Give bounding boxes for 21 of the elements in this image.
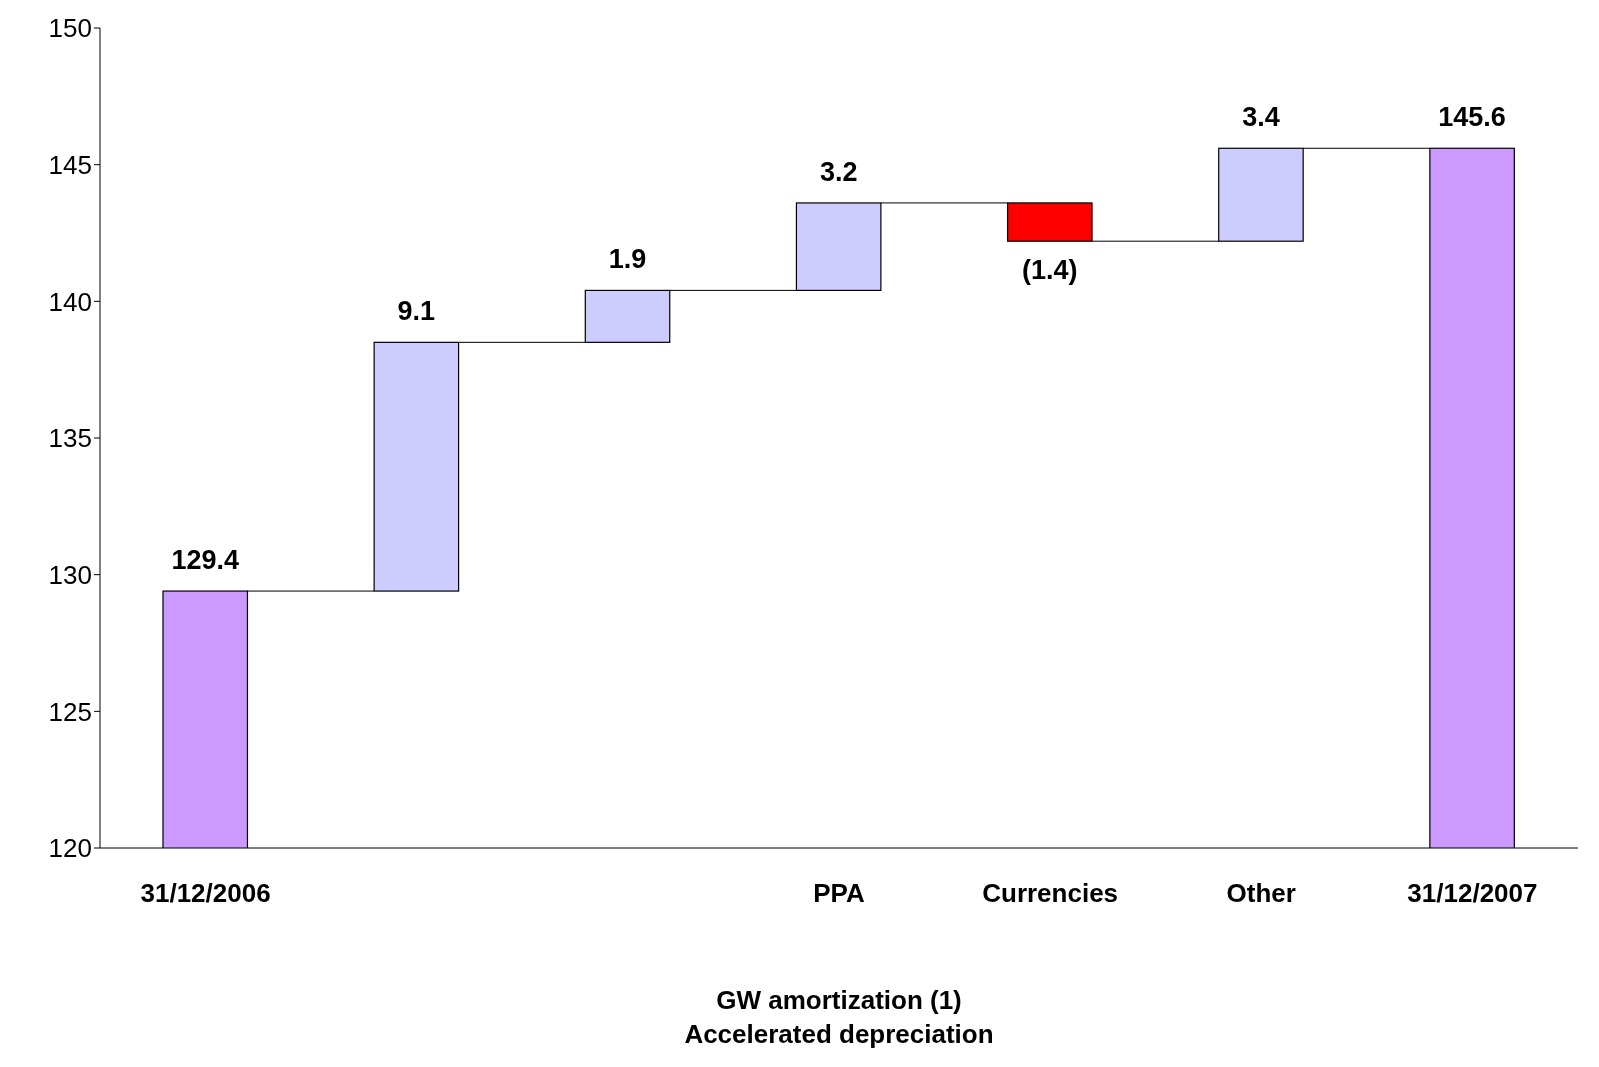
y-tick-label: 140 [48, 286, 92, 317]
data-label: 3.2 [819, 156, 858, 187]
data-label: (1.4) [1022, 255, 1078, 286]
y-tick-label: 120 [48, 833, 92, 864]
y-tick-label: 135 [48, 423, 92, 454]
text: GW amortization (1) [716, 984, 962, 1017]
text: Accelerated depreciation [684, 1018, 994, 1051]
y-tick-label: 130 [48, 559, 92, 590]
x-tick-label: Currencies [982, 878, 1119, 909]
x-tick-label: 31/12/2006 [140, 878, 271, 909]
data-label: 3.4 [1242, 102, 1280, 133]
y-tick-label: 150 [48, 13, 92, 44]
data-label: 129.4 [171, 545, 240, 576]
x-tick-label: Other [1226, 878, 1296, 909]
data-label: 145.6 [1438, 102, 1506, 133]
data-label: 9.1 [397, 296, 436, 327]
y-tick-label: 125 [48, 696, 92, 727]
x-tick-label: 31/12/2007 [1407, 878, 1538, 909]
data-label: 1.9 [608, 244, 647, 275]
y-tick-label: 145 [48, 149, 92, 180]
x-tick-label: PPA [813, 878, 865, 909]
